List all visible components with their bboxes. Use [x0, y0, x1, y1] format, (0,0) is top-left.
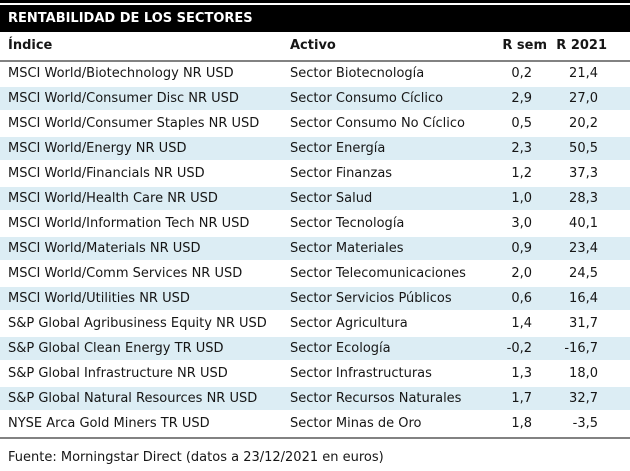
cell-r-sem: 2,3 — [511, 141, 532, 156]
cell-r-2021: 37,3 — [569, 166, 598, 181]
table-title: RENTABILIDAD DE LOS SECTORES — [0, 5, 630, 32]
cell-r-sem: 2,9 — [511, 91, 532, 106]
cell-activo: Sector Consumo Cíclico — [290, 91, 444, 106]
column-header-indice: Índice — [8, 38, 53, 53]
cell-r-sem: 1,2 — [511, 166, 532, 181]
cell-r-sem: 1,7 — [511, 391, 532, 406]
table-row: MSCI World/Energy NR USD Sector Energía … — [0, 137, 630, 160]
table-row: MSCI World/Utilities NR USD Sector Servi… — [0, 287, 630, 310]
cell-indice: S&P Global Natural Resources NR USD — [8, 391, 258, 406]
table-row: MSCI World/Comm Services NR USD Sector T… — [0, 262, 630, 285]
cell-r-2021: 27,0 — [569, 91, 598, 106]
cell-activo: Sector Infrastructuras — [290, 366, 432, 381]
cell-indice: NYSE Arca Gold Miners TR USD — [8, 416, 210, 431]
cell-r-sem: 0,6 — [511, 291, 532, 306]
cell-indice: MSCI World/Health Care NR USD — [8, 191, 218, 206]
table-row: MSCI World/Materials NR USD Sector Mater… — [0, 237, 630, 260]
cell-activo: Sector Tecnología — [290, 216, 405, 231]
cell-activo: Sector Materiales — [290, 241, 404, 256]
column-header-activo: Activo — [290, 38, 336, 53]
cell-r-2021: 40,1 — [569, 216, 598, 231]
cell-r-sem: 0,5 — [511, 116, 532, 131]
table-row: MSCI World/Consumer Staples NR USD Secto… — [0, 112, 630, 135]
cell-r-2021: 21,4 — [569, 66, 598, 81]
cell-r-sem: 0,2 — [511, 66, 532, 81]
table-body: MSCI World/Biotechnology NR USD Sector B… — [0, 62, 630, 435]
cell-r-2021: 23,4 — [569, 241, 598, 256]
table-row: MSCI World/Consumer Disc NR USD Sector C… — [0, 87, 630, 110]
cell-r-2021: -16,7 — [564, 341, 598, 356]
top-border-line — [0, 0, 630, 3]
cell-r-sem: 1,8 — [511, 416, 532, 431]
cell-activo: Sector Energía — [290, 141, 386, 156]
bottom-border-line — [0, 437, 630, 439]
cell-r-sem: 1,3 — [511, 366, 532, 381]
table-row: MSCI World/Financials NR USD Sector Fina… — [0, 162, 630, 185]
column-header-r-sem: R sem — [502, 38, 547, 53]
cell-activo: Sector Salud — [290, 191, 373, 206]
cell-r-2021: 20,2 — [569, 116, 598, 131]
table-row: MSCI World/Health Care NR USD Sector Sal… — [0, 187, 630, 210]
cell-activo: Sector Ecología — [290, 341, 391, 356]
cell-indice: MSCI World/Consumer Disc NR USD — [8, 91, 239, 106]
table-row: S&P Global Infrastructure NR USD Sector … — [0, 362, 630, 385]
cell-r-sem: 0,9 — [511, 241, 532, 256]
cell-activo: Sector Biotecnología — [290, 66, 425, 81]
table-row: S&P Global Agribusiness Equity NR USD Se… — [0, 312, 630, 335]
table-header-row: Índice Activo R sem R 2021 — [0, 32, 630, 62]
cell-indice: MSCI World/Comm Services NR USD — [8, 266, 243, 281]
cell-r-2021: 16,4 — [569, 291, 598, 306]
cell-activo: Sector Agricultura — [290, 316, 408, 331]
cell-indice: S&P Global Clean Energy TR USD — [8, 341, 224, 356]
cell-activo: Sector Finanzas — [290, 166, 393, 181]
column-header-r-2021: R 2021 — [556, 38, 607, 53]
table-row: NYSE Arca Gold Miners TR USD Sector Mina… — [0, 412, 630, 435]
cell-indice: S&P Global Infrastructure NR USD — [8, 366, 228, 381]
cell-r-2021: 50,5 — [569, 141, 598, 156]
cell-r-2021: -3,5 — [572, 416, 598, 431]
table-row: S&P Global Clean Energy TR USD Sector Ec… — [0, 337, 630, 360]
cell-indice: MSCI World/Utilities NR USD — [8, 291, 190, 306]
cell-indice: MSCI World/Biotechnology NR USD — [8, 66, 234, 81]
cell-indice: MSCI World/Energy NR USD — [8, 141, 187, 156]
cell-indice: MSCI World/Information Tech NR USD — [8, 216, 250, 231]
cell-r-2021: 18,0 — [569, 366, 598, 381]
top-gap — [0, 3, 630, 5]
cell-indice: MSCI World/Financials NR USD — [8, 166, 205, 181]
cell-activo: Sector Minas de Oro — [290, 416, 422, 431]
cell-indice: MSCI World/Materials NR USD — [8, 241, 201, 256]
table-row: MSCI World/Information Tech NR USD Secto… — [0, 212, 630, 235]
source-note: Fuente: Morningstar Direct (datos a 23/1… — [8, 450, 384, 465]
cell-r-sem: 1,4 — [511, 316, 532, 331]
cell-r-sem: -0,2 — [506, 341, 532, 356]
cell-activo: Sector Telecomunicaciones — [290, 266, 466, 281]
cell-indice: MSCI World/Consumer Staples NR USD — [8, 116, 260, 131]
cell-activo: Sector Servicios Públicos — [290, 291, 452, 306]
cell-r-sem: 3,0 — [511, 216, 532, 231]
cell-activo: Sector Consumo No Cíclico — [290, 116, 465, 131]
cell-r-sem: 1,0 — [511, 191, 532, 206]
table-row: MSCI World/Biotechnology NR USD Sector B… — [0, 62, 630, 85]
cell-r-sem: 2,0 — [511, 266, 532, 281]
cell-r-2021: 31,7 — [569, 316, 598, 331]
cell-activo: Sector Recursos Naturales — [290, 391, 462, 406]
cell-r-2021: 28,3 — [569, 191, 598, 206]
table-row: S&P Global Natural Resources NR USD Sect… — [0, 387, 630, 410]
cell-r-2021: 24,5 — [569, 266, 598, 281]
cell-r-2021: 32,7 — [569, 391, 598, 406]
cell-indice: S&P Global Agribusiness Equity NR USD — [8, 316, 267, 331]
